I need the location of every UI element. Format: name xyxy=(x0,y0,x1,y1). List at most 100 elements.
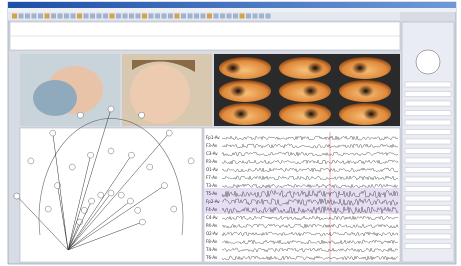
tool-button[interactable] xyxy=(181,14,186,19)
tool-button[interactable] xyxy=(51,14,56,19)
tool-button[interactable] xyxy=(90,14,95,19)
tool-button[interactable] xyxy=(155,14,160,19)
sidebar-field[interactable] xyxy=(405,215,451,220)
sidebar-field[interactable] xyxy=(405,82,451,87)
tool-button[interactable] xyxy=(168,14,173,19)
topo-spot xyxy=(303,85,319,97)
tool-button[interactable] xyxy=(142,14,147,19)
tool-button[interactable] xyxy=(246,14,251,19)
sidebar-field[interactable] xyxy=(405,139,451,144)
tool-button[interactable] xyxy=(233,14,238,19)
menu-bar[interactable] xyxy=(8,8,456,12)
electrode[interactable] xyxy=(14,193,20,199)
sidebar-field[interactable] xyxy=(405,92,451,97)
electrode[interactable] xyxy=(139,112,145,118)
topo-maps xyxy=(219,57,391,125)
tool-button[interactable] xyxy=(136,14,141,19)
tool-button[interactable] xyxy=(207,14,212,19)
tool-button[interactable] xyxy=(116,14,121,19)
tool-button[interactable] xyxy=(58,14,63,19)
sidebar-field[interactable] xyxy=(405,234,451,239)
electrode[interactable] xyxy=(171,206,177,212)
tool-button[interactable] xyxy=(259,14,264,19)
electrode[interactable] xyxy=(108,148,114,154)
tool-button[interactable] xyxy=(77,14,82,19)
sidebar-field[interactable] xyxy=(405,101,451,106)
sidebar-field[interactable] xyxy=(405,187,451,192)
tool-button[interactable] xyxy=(123,14,128,19)
tool-button[interactable] xyxy=(149,14,154,19)
electrode[interactable] xyxy=(127,198,133,204)
topo-spot xyxy=(307,62,323,74)
tool-button[interactable] xyxy=(103,14,108,19)
electrode[interactable] xyxy=(188,158,194,164)
tool-button[interactable] xyxy=(214,14,219,19)
channel-label: T6-Av xyxy=(205,255,218,260)
electrode[interactable] xyxy=(69,164,75,170)
tool-button[interactable] xyxy=(175,14,180,19)
electrode[interactable] xyxy=(108,190,114,196)
channel-label: F8-Av xyxy=(206,239,218,244)
electrode[interactable] xyxy=(89,198,95,204)
channel-label: Fp2-Av xyxy=(206,199,220,204)
tool-button[interactable] xyxy=(64,14,69,19)
sidebar-field[interactable] xyxy=(405,158,451,163)
channel-label: T3-Av xyxy=(205,183,218,188)
electrode[interactable] xyxy=(77,112,83,118)
topo-spot xyxy=(230,85,246,97)
electrode[interactable] xyxy=(108,106,114,112)
electrode[interactable] xyxy=(28,158,34,164)
video-1-pillow xyxy=(33,80,77,116)
tool-button[interactable] xyxy=(38,14,43,19)
tool-button[interactable] xyxy=(25,14,30,19)
channel-label: P3-Av xyxy=(206,159,218,164)
topo-spot xyxy=(352,62,368,74)
electrode[interactable] xyxy=(161,183,167,189)
electrode[interactable] xyxy=(98,192,104,198)
tool-button[interactable] xyxy=(240,14,245,19)
channel-label: F4-Av xyxy=(206,207,218,212)
topo-spot xyxy=(303,108,319,120)
electrode[interactable] xyxy=(166,130,172,136)
electrode[interactable] xyxy=(135,207,141,213)
sidebar-field[interactable] xyxy=(405,120,451,125)
sidebar-field[interactable] xyxy=(405,244,451,249)
tool-button[interactable] xyxy=(19,14,24,19)
sidebar-field[interactable] xyxy=(405,225,451,230)
screenshot: Fp1-AvF3-AvC3-AvP3-AvO1-AvF7-AvT3-AvT5-A… xyxy=(0,0,461,266)
channel-label: O1-Av xyxy=(206,167,219,172)
sidebar-field[interactable] xyxy=(405,196,451,201)
tool-button[interactable] xyxy=(266,14,271,19)
tool-button[interactable] xyxy=(32,14,37,19)
electrode[interactable] xyxy=(45,206,51,212)
electrode[interactable] xyxy=(139,219,145,225)
electrode[interactable] xyxy=(147,164,153,170)
sidebar-field[interactable] xyxy=(405,130,451,135)
tool-button[interactable] xyxy=(194,14,199,19)
tool-button[interactable] xyxy=(97,14,102,19)
electrode[interactable] xyxy=(118,192,124,198)
tool-button[interactable] xyxy=(84,14,89,19)
tool-button[interactable] xyxy=(110,14,115,19)
electrode[interactable] xyxy=(128,152,134,158)
sidebar-field[interactable] xyxy=(405,149,451,154)
tool-button[interactable] xyxy=(129,14,134,19)
tool-button[interactable] xyxy=(201,14,206,19)
tool-button[interactable] xyxy=(227,14,232,19)
tool-button[interactable] xyxy=(71,14,76,19)
sidebar-field[interactable] xyxy=(405,206,451,211)
electrode[interactable] xyxy=(50,130,56,136)
sidebar-field[interactable] xyxy=(405,168,451,173)
tool-button[interactable] xyxy=(12,14,17,19)
tool-button[interactable] xyxy=(45,14,50,19)
sidebar-head-icon xyxy=(416,50,440,74)
topo-spot xyxy=(225,62,241,74)
electrode[interactable] xyxy=(81,207,87,213)
tool-button[interactable] xyxy=(220,14,225,19)
sidebar-field[interactable] xyxy=(405,177,451,182)
sidebar-field[interactable] xyxy=(405,111,451,116)
tool-button[interactable] xyxy=(188,14,193,19)
tool-button[interactable] xyxy=(253,14,258,19)
electrode[interactable] xyxy=(88,152,94,158)
tool-button[interactable] xyxy=(162,14,167,19)
